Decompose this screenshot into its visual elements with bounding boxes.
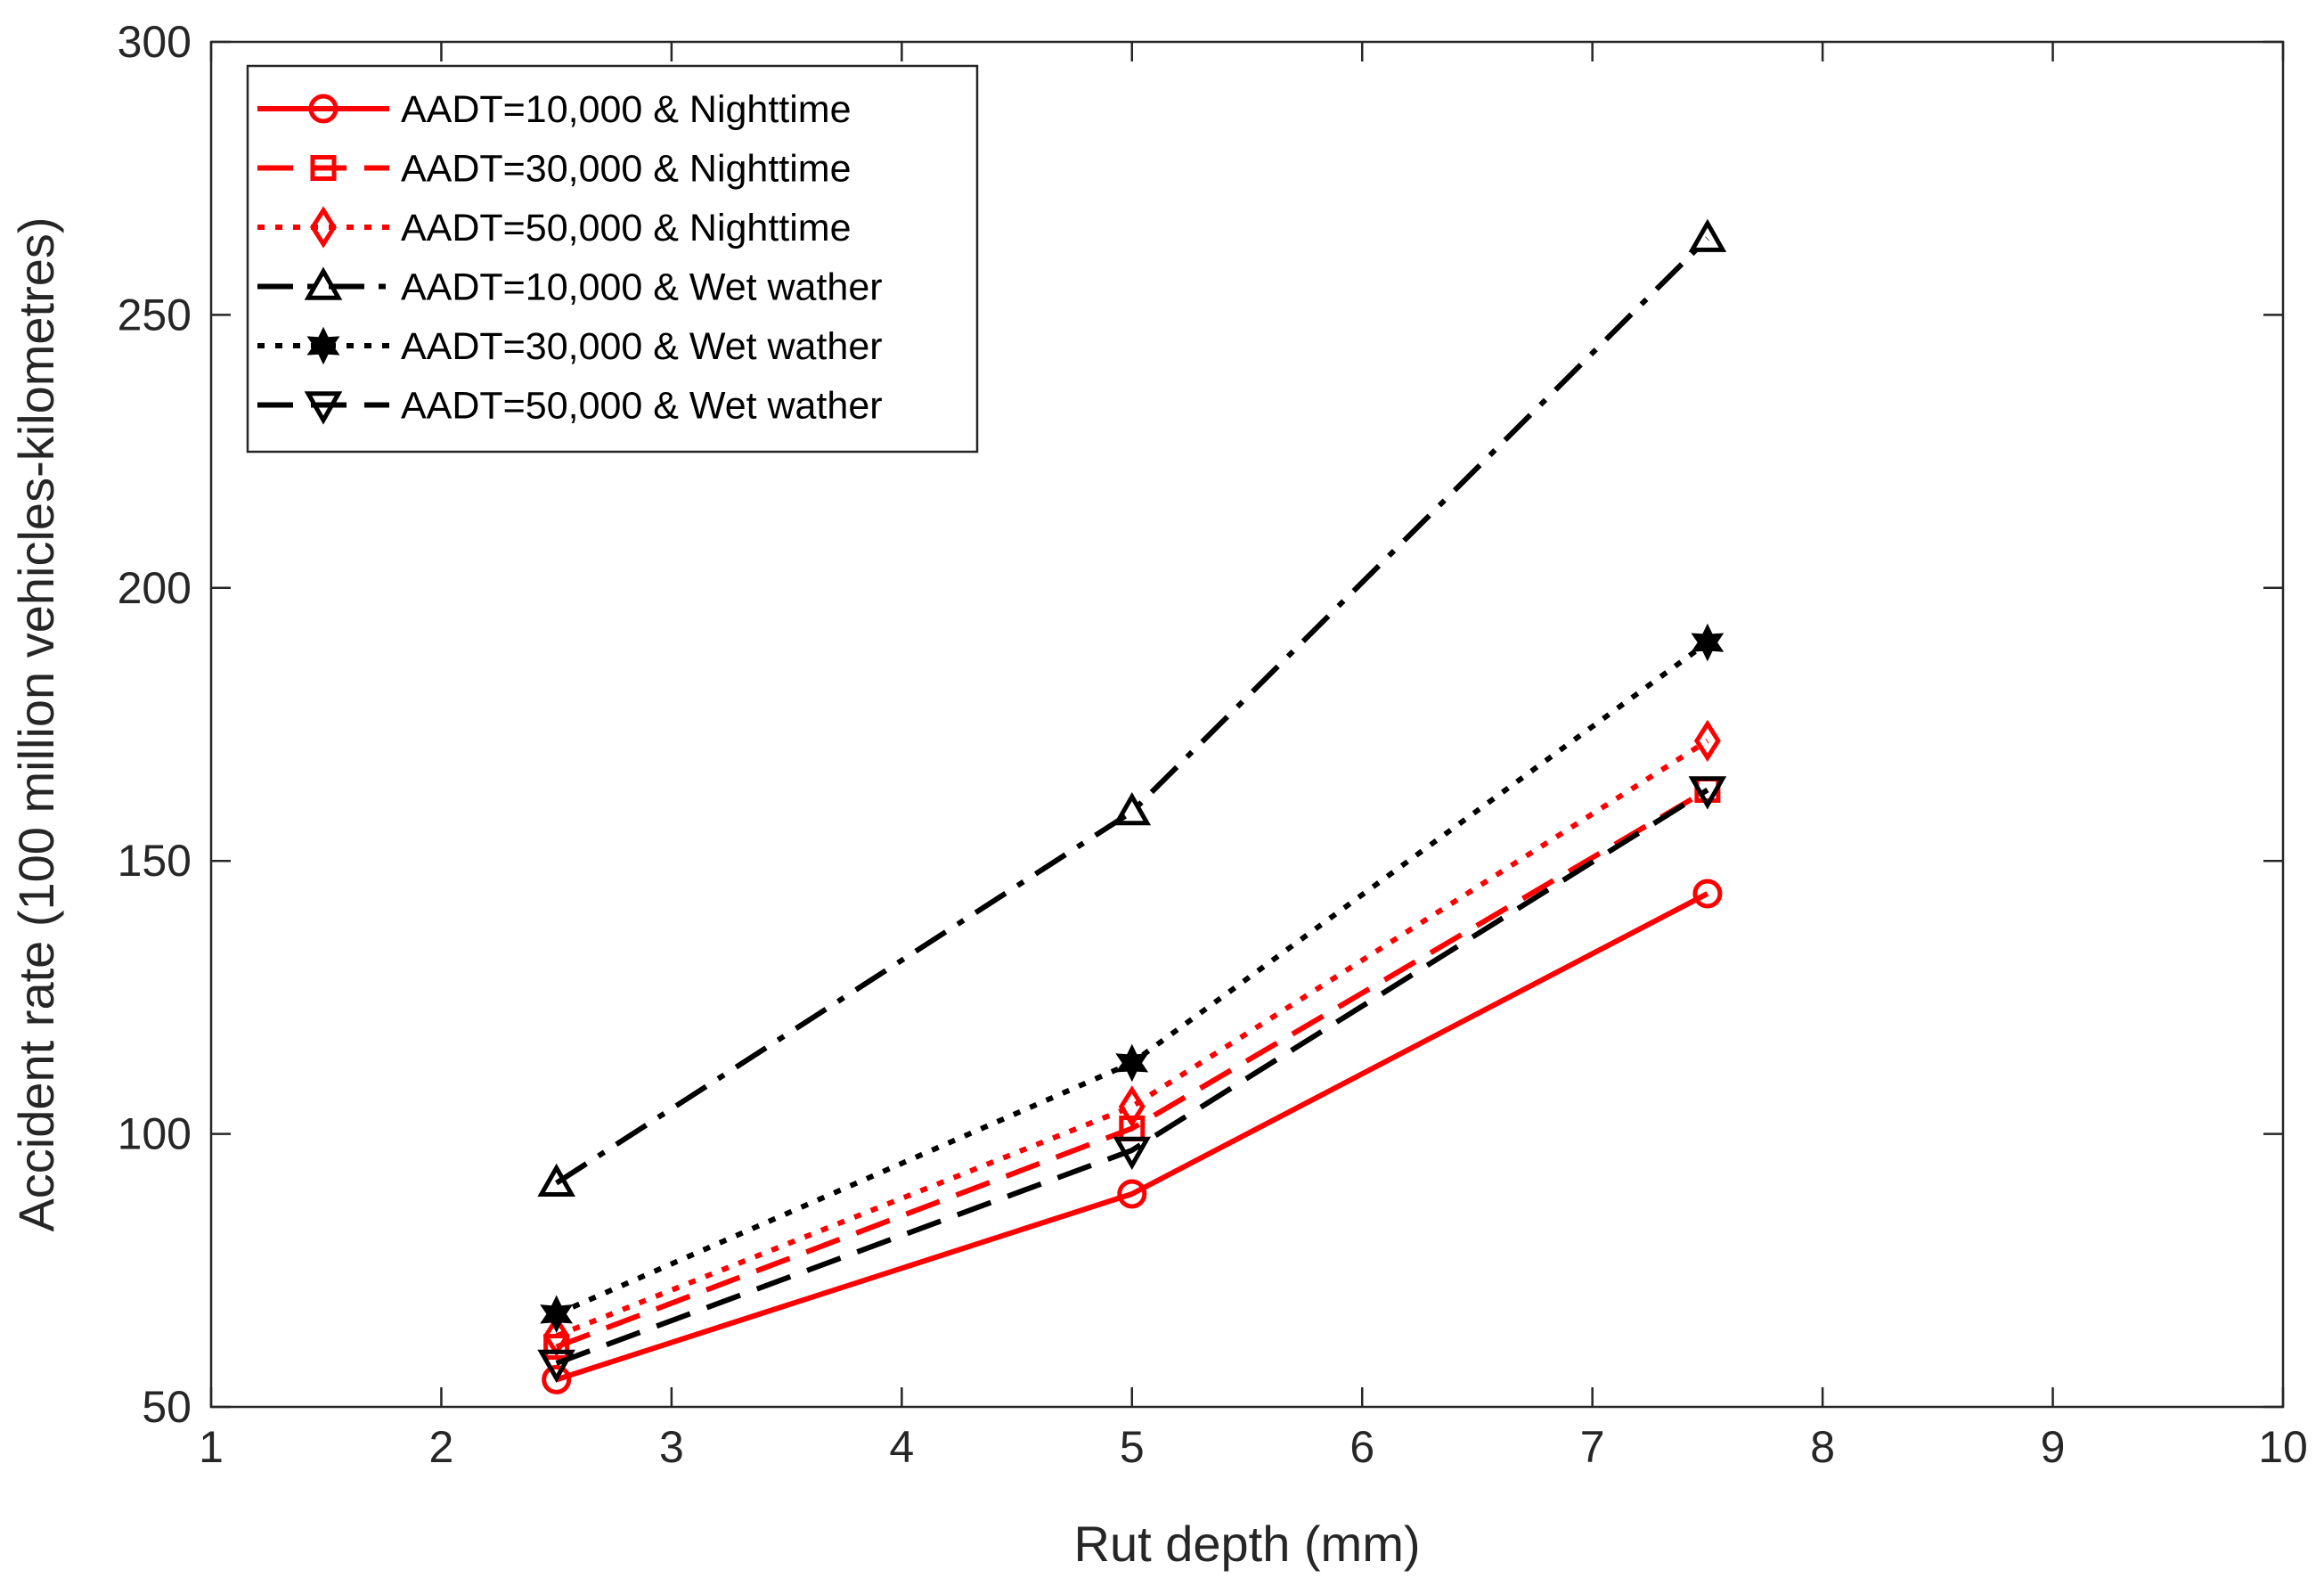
series-line — [555, 787, 1709, 1366]
legend-marker — [306, 326, 340, 365]
y-axis-label: Accident rate (100 million vehicles-kilo… — [8, 217, 64, 1231]
legend-item: AADT=50,000 & Nighttime — [257, 206, 852, 249]
legend-label: AADT=10,000 & Nighttime — [401, 88, 852, 131]
y-tick-label: 150 — [118, 836, 192, 886]
series-line — [555, 891, 1709, 1383]
legend-marker — [308, 94, 338, 124]
data-point — [1117, 1179, 1147, 1209]
series-6 — [537, 776, 1727, 1384]
data-point — [1113, 1136, 1152, 1171]
x-tick-label: 5 — [1120, 1422, 1145, 1472]
legend-label: AADT=30,000 & Nighttime — [401, 148, 852, 191]
y-tick-label: 50 — [142, 1382, 192, 1432]
x-tick-label: 10 — [2258, 1422, 2308, 1472]
legend-item: AADT=30,000 & Nighttime — [257, 148, 852, 191]
x-tick-label: 4 — [889, 1422, 914, 1472]
series-1 — [542, 879, 1723, 1394]
x-tick-label: 6 — [1350, 1422, 1374, 1472]
legend-item: AADT=50,000 & Wet wather — [257, 385, 883, 428]
x-tick-label: 1 — [199, 1422, 224, 1472]
data-point — [537, 1163, 575, 1198]
legend-item: AADT=10,000 & Nighttime — [257, 88, 852, 131]
y-tick-label: 100 — [118, 1109, 192, 1159]
data-point — [540, 1295, 574, 1334]
data-point — [1688, 218, 1727, 252]
series-layer — [537, 218, 1727, 1394]
legend-marker — [310, 206, 337, 249]
legend-box — [246, 64, 979, 454]
y-tick-label: 200 — [118, 563, 192, 613]
y-tick-label: 250 — [118, 290, 192, 339]
data-point — [543, 1334, 570, 1361]
legend-label: AADT=50,000 & Wet wather — [401, 385, 883, 428]
x-tick-label: 9 — [2041, 1422, 2066, 1472]
data-point — [1688, 776, 1727, 810]
legend-marker — [310, 155, 337, 181]
data-point — [1113, 792, 1152, 826]
x-tick-label: 2 — [429, 1422, 454, 1472]
data-point — [1691, 623, 1725, 662]
x-tick-label: 3 — [659, 1422, 684, 1472]
data-point — [1118, 1085, 1146, 1128]
data-point — [1692, 879, 1723, 909]
data-point — [537, 1349, 575, 1384]
y-tick-label: 300 — [118, 17, 192, 67]
data-point — [542, 1364, 572, 1394]
legend-label: AADT=10,000 & Wet wather — [401, 266, 883, 309]
data-point — [1693, 719, 1721, 763]
x-tick-label: 7 — [1580, 1422, 1605, 1472]
legend-marker — [304, 391, 343, 425]
series-line — [555, 738, 1709, 1339]
series-4 — [537, 218, 1727, 1198]
series-line — [555, 787, 1709, 1350]
series-line — [555, 236, 1710, 1186]
legend-label: AADT=50,000 & Nighttime — [401, 207, 852, 249]
x-tick-label: 8 — [1810, 1422, 1835, 1472]
legend: AADT=10,000 & Nighttime AADT=30,000 & Nig… — [246, 64, 979, 454]
legend-item: AADT=30,000 & Wet wather — [257, 325, 883, 368]
legend-marker — [304, 266, 343, 300]
data-point — [1115, 1043, 1149, 1083]
axes-box — [209, 40, 2285, 1409]
x-axis-label: Rut depth (mm) — [1074, 1516, 1421, 1572]
legend-label: AADT=30,000 & Wet wather — [401, 325, 883, 368]
tick-layer: 1 2 3 4 5 6 7 8 9 10 50 100 150 200 250 300 — [118, 17, 2308, 1472]
series-5 — [540, 623, 1725, 1334]
legend-item: AADT=10,000 & Wet wather — [257, 266, 883, 309]
